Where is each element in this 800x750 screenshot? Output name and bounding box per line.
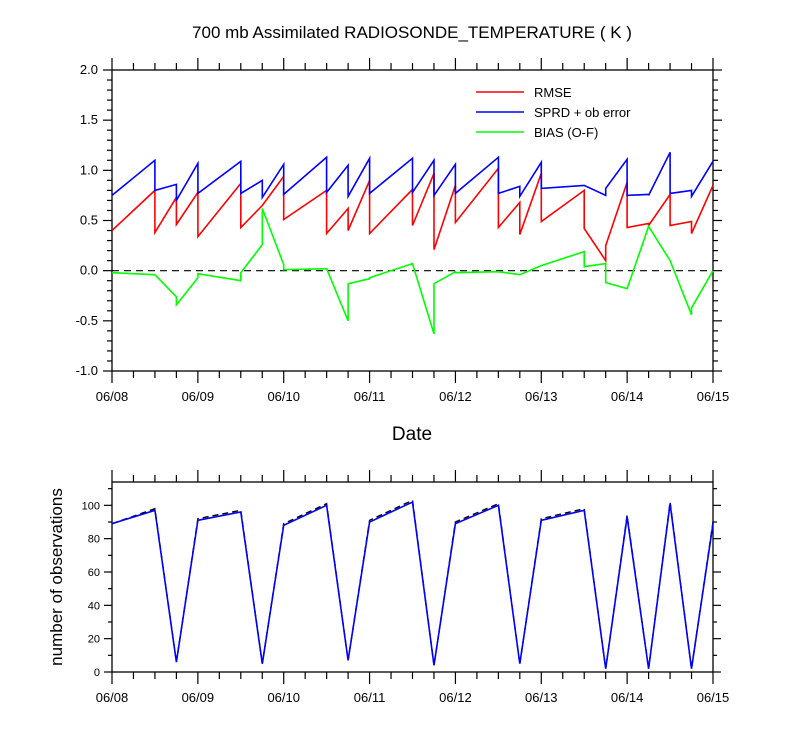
y-tick-label: 2.0: [80, 62, 98, 77]
x-tick-label: 06/09: [182, 389, 215, 404]
series-line-observations-used: [111, 500, 714, 669]
y-tick-label: 1.5: [80, 112, 98, 127]
x-tick-label: 06/14: [611, 690, 644, 705]
x-tick-label: 06/09: [182, 690, 215, 705]
y-tick-label: -1.0: [76, 363, 98, 378]
x-tick-label: 06/11: [354, 389, 386, 404]
x-tick-label: 06/13: [525, 389, 558, 404]
x-tick-label: 06/14: [611, 389, 644, 404]
x-tick-label: 06/10: [267, 389, 300, 404]
legend-label: RMSE: [534, 85, 572, 100]
y-tick-label: 1.0: [80, 162, 98, 177]
y-tick-label: 0: [94, 667, 100, 679]
x-tick-label: 06/12: [439, 389, 472, 404]
x-tick-label: 06/15: [697, 389, 730, 404]
x-tick-label: 06/13: [525, 690, 558, 705]
y-axis-label: number of observations: [47, 488, 66, 666]
series-line-observations-dashed: [111, 499, 714, 669]
legend-label: SPRD + ob error: [534, 105, 631, 120]
y-tick-label: 0.0: [80, 263, 98, 278]
y-tick-label: 100: [82, 500, 100, 512]
x-tick-label: 06/11: [354, 690, 386, 705]
x-tick-label: 06/08: [96, 690, 129, 705]
error-stats-panel: 06/08 06/09 06/10 06/11 06/12 06/13 06/14 06/15…: [76, 58, 730, 404]
observation-count-panel: 06/08 06/09 06/10 06/11 06/12 06/13 06/14 06/15…: [82, 470, 730, 705]
series-line-sprd-ob-error: [111, 151, 714, 204]
series-line-bias-o-f: [111, 208, 714, 335]
x-axis-label: Date: [392, 424, 432, 445]
y-tick-label: 60: [88, 567, 100, 579]
y-tick-label: 20: [88, 634, 100, 646]
x-tick-label: 06/10: [267, 690, 300, 705]
plot-frame: [111, 481, 714, 673]
chart-title: 700 mb Assimilated RADIOSONDE_TEMPERATUR…: [192, 23, 632, 42]
y-tick-label: 40: [88, 600, 100, 612]
x-tick-label: 06/12: [439, 690, 472, 705]
x-tick-label: 06/08: [96, 389, 129, 404]
y-tick-label: 80: [88, 534, 100, 546]
x-tick-label: 06/15: [697, 690, 730, 705]
legend-label: BIAS (O-F): [534, 125, 598, 140]
y-tick-label: -0.5: [76, 313, 98, 328]
y-tick-label: 0.5: [80, 213, 98, 228]
